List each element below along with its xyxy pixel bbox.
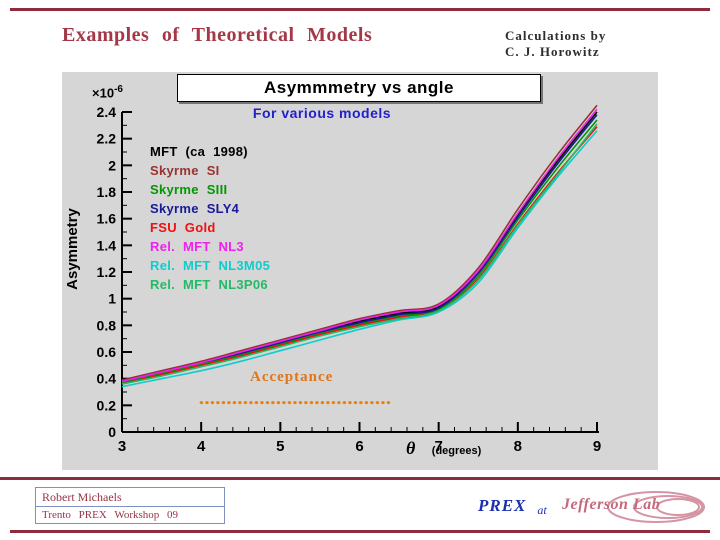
- series-curve: [121, 104, 598, 381]
- acceptance-label: Acceptance: [250, 369, 334, 385]
- credit-block: Calculations by C. J. Horowitz: [505, 28, 606, 60]
- y-tick-label: 0.2: [97, 397, 117, 413]
- footer-workshop: Trento PREX Workshop 09: [42, 509, 179, 521]
- plot-area: 3 4 5 6 7 8 9 0 0.2 0.4 0.6 0.8 1 1.2 1.4 1.6 1.8 2 2.2 2.4: [97, 104, 602, 455]
- theta-symbol: θ: [406, 438, 416, 458]
- top-divider: [10, 8, 710, 11]
- y-scale-exponent: -6: [114, 84, 123, 95]
- x-tick-label: 5: [276, 438, 284, 455]
- legend-item: Skyrme SLY4: [150, 201, 240, 216]
- y-tick-label: 1: [108, 291, 116, 307]
- x-tick-label: 3: [118, 438, 126, 455]
- chart-canvas: 3 4 5 6 7 8 9 0 0.2 0.4 0.6 0.8 1 1.2 1.4 1.6 1.8 2 2.2 2.4…: [62, 72, 658, 470]
- chart-title-box: Asymmmetry vs angle: [177, 74, 541, 102]
- series-curve: [121, 108, 598, 383]
- chart-subtitle: For various models: [252, 105, 392, 121]
- y-tick-label: 1.6: [97, 211, 117, 227]
- legend-item: FSU Gold: [150, 220, 216, 235]
- prex-text: PREX: [478, 496, 527, 515]
- y-tick-label: 1.2: [97, 264, 117, 280]
- y-tick-label: 0: [108, 424, 116, 440]
- y-tick-label: 0.4: [97, 371, 117, 387]
- chart-legend: MFT (ca 1998) Skyrme SI Skyrme SIII Skyrme …: [150, 142, 270, 294]
- x-axis-unit: (degrees): [431, 445, 482, 457]
- y-scale-prefix: ×10: [92, 85, 115, 101]
- legend-item: Rel. MFT NL3M05: [150, 258, 271, 273]
- footer-divider: [0, 477, 720, 480]
- prex-label: PREX at: [478, 496, 547, 517]
- slide-title: Examples of Theoretical Models: [62, 24, 373, 46]
- x-tick-label: 9: [593, 438, 601, 455]
- y-tick-label: 2: [108, 157, 116, 173]
- legend-item: MFT (ca 1998): [150, 144, 248, 159]
- x-tick-label: 8: [514, 438, 522, 455]
- chart-title: Asymmmetry vs angle: [264, 78, 454, 97]
- series-curve: [121, 130, 598, 388]
- footer-credentials: Robert Michaels Trento PREX Workshop 09: [35, 487, 225, 524]
- y-axis-label: Asymmetry: [64, 208, 81, 290]
- jefferson-lab-logo: Jefferson Lab: [556, 485, 708, 531]
- y-tick-label: 0.8: [97, 317, 117, 333]
- x-axis-label: θ (degrees): [406, 438, 481, 459]
- x-tick-label: 4: [197, 438, 206, 455]
- credit-line-2: C. J. Horowitz: [505, 44, 600, 59]
- x-tick-label: 7: [434, 438, 442, 455]
- y-axis-scale-label: ×10-6: [92, 84, 123, 100]
- legend-item: Rel. MFT NL3: [150, 239, 244, 254]
- at-text: at: [537, 503, 547, 517]
- y-tick-label: 0.6: [97, 344, 117, 360]
- y-tick-label: 2.2: [97, 131, 117, 147]
- series-curve: [121, 119, 598, 384]
- y-tick-label: 1.4: [97, 237, 117, 253]
- bottom-edge-divider: [10, 530, 710, 533]
- y-tick-label: 2.4: [97, 104, 117, 120]
- legend-item: Rel. MFT NL3P06: [150, 277, 268, 292]
- legend-item: Skyrme SIII: [150, 182, 228, 197]
- legend-item: Skyrme SI: [150, 163, 220, 178]
- y-tick-label: 1.8: [97, 184, 117, 200]
- credit-line-1: Calculations by: [505, 28, 607, 43]
- jlab-logo-text: Jefferson Lab: [562, 496, 661, 513]
- x-tick-label: 6: [355, 438, 363, 455]
- jlab-logo-ellipses: [607, 491, 705, 523]
- series-curve: [121, 123, 598, 385]
- footer-author: Robert Michaels: [36, 488, 224, 507]
